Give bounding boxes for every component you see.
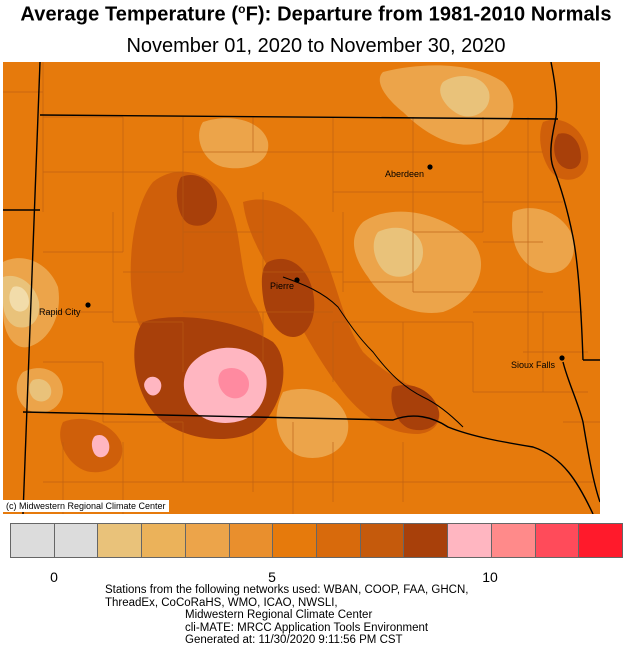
pink-anomaly-sw: [91, 434, 110, 458]
cool-anomaly-pierre: [243, 199, 440, 434]
missouri-river: [282, 276, 464, 428]
city-marker-pierre: [294, 277, 300, 283]
legend-swatch-13: [578, 523, 624, 558]
legend-swatch-12: [534, 523, 580, 558]
city-label-rapid-city: Rapid City: [39, 307, 81, 317]
pink-core-large: [218, 367, 249, 399]
warm-zone-se: [512, 208, 574, 273]
footer-line-1: Stations from the following networks use…: [105, 584, 469, 596]
cool-core-north: [176, 174, 218, 226]
legend-swatch-9: [403, 523, 449, 558]
legend-tick-0: 0: [50, 569, 58, 585]
cool-core-south: [391, 384, 440, 431]
legend-swatch-8: [359, 523, 405, 558]
legend-swatch-0: [10, 523, 55, 558]
legend-swatch-4: [184, 523, 230, 558]
footer-line-5: Generated at: 11/30/2020 9:11:56 PM CST: [185, 634, 403, 646]
copyright-notice: (c) Midwestern Regional Climate Center: [3, 500, 169, 512]
legend-swatch-3: [141, 523, 186, 558]
warm-zone-west-peak: [9, 286, 29, 312]
map-svg: Aberdeen Pierre Rapid City Sioux Falls: [3, 62, 600, 514]
nd-sd-border: [39, 114, 559, 120]
sd-ne-border: [22, 411, 594, 514]
county-lines: [3, 62, 600, 514]
cool-core-pierre: [261, 258, 315, 337]
city-marker-aberdeen: [427, 164, 433, 170]
legend-swatch-7: [316, 523, 361, 558]
pink-anomaly-small: [144, 376, 162, 396]
legend-swatch-2: [97, 523, 143, 558]
footer-line-3: Midwestern Regional Climate Center: [185, 609, 373, 621]
legend-tick-10: 10: [482, 569, 498, 585]
city-label-pierre: Pierre: [270, 281, 294, 291]
warm-zone-north-core: [440, 76, 490, 117]
city-marker-rapid-city: [85, 302, 91, 308]
state-boundaries: [3, 62, 600, 514]
legend-swatch-10: [447, 523, 492, 558]
warm-zone-sw-core: [29, 378, 52, 402]
wy-mt-border: [22, 62, 41, 514]
cool-anomaly-sw: [60, 418, 123, 473]
warm-zone-sc: [276, 388, 349, 458]
legend-swatch-1: [53, 523, 99, 558]
legend-swatch-5: [228, 523, 274, 558]
color-legend: [10, 523, 624, 558]
legend-tick-5: 5: [268, 569, 276, 585]
city-label-aberdeen: Aberdeen: [385, 169, 424, 179]
title-suffix: F): Departure from 1981-2010 Normals: [245, 3, 612, 26]
legend-swatch-11: [490, 523, 536, 558]
city-label-sioux-falls: Sioux Falls: [511, 360, 556, 370]
temperature-map: Aberdeen Pierre Rapid City Sioux Falls: [3, 62, 600, 514]
title-prefix: Average Temperature (: [20, 3, 239, 26]
map-title: Average Temperature (oF): Departure from…: [0, 2, 632, 27]
sd-mn-border: [550, 62, 584, 361]
warm-zone-east-core: [373, 227, 423, 277]
footer-line-4: cli-MATE: MRCC Application Tools Environ…: [185, 621, 429, 634]
degree-symbol: o: [238, 2, 246, 16]
sd-ia-border: [562, 361, 600, 503]
footer-line-2: ThreadEx, CoCoRaHS, WMO, ICAO, NWSLI,: [105, 596, 338, 609]
legend-swatch-6: [272, 523, 318, 558]
warm-zone-nc: [199, 118, 269, 169]
city-marker-sioux-falls: [559, 355, 565, 361]
cool-core-ne: [554, 133, 581, 170]
map-subtitle: November 01, 2020 to November 30, 2020: [126, 35, 506, 57]
